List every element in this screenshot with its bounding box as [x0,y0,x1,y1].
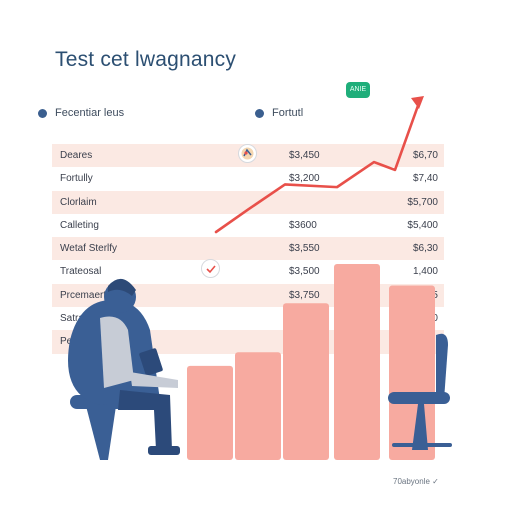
row-value-2: 1,400 [412,266,438,278]
row-value-1: $3,500 [289,266,320,278]
row-label: Satrality [60,313,97,325]
row-label: Prcemaerty [60,289,112,301]
row-label: Calleting [60,219,99,231]
row-label: Trateosal [60,266,102,278]
chair-seat-right-icon [388,392,450,404]
footer-text: 70abyonle [393,477,430,486]
table-row: Clorlaim $5,700 [52,190,444,214]
row-label: Fortully [60,173,93,185]
row-value-2: $5,400 [407,219,438,231]
table-row: Calleting $3600 $5,400 [52,214,444,237]
legend-label-1: Fecentiar leus [55,107,125,119]
avatar-chip-icon [238,144,257,163]
person-hair-icon [108,278,136,296]
person-shoe-icon [148,446,180,455]
chair-back-icon [436,333,448,400]
legend-item-1: Fecentiar leus [38,107,124,119]
row-label: Deares [60,150,93,161]
person-legs-icon [118,390,172,450]
row-value-1: $3,450 [289,150,320,161]
bar-2 [235,352,281,460]
legend-label-2: Fortutl [272,107,304,119]
trend-arrowhead-icon [411,96,424,109]
row-value-2: $6,30 [412,243,438,255]
bar-3 [283,303,329,460]
chart-title: Test cet lwagnancy [55,48,237,71]
check-chip-icon [201,259,220,278]
person-arm-icon [130,372,178,388]
table-row: Wetaf Sterlfy $3,550 $6,30 [52,237,444,261]
table-row: Trateosal $3,500 1,400 [52,260,444,283]
trend-line [214,98,422,234]
row-label: Wetaf Sterlfy [60,243,118,255]
legend-item-2: Fortutl [255,107,303,119]
row-value-1: $3600 [289,219,317,231]
bar-1 [187,365,233,460]
row-label: Clorlaim [60,196,97,208]
table-row: Fortully $3,200 $7,40 [52,167,444,190]
legend-dot-1 [38,108,47,118]
badge: ANIE [346,82,370,98]
row-value-2: $7,40 [412,173,438,185]
footer-mark-icon: ✓ [432,477,439,486]
row-value-1: $3,550 [289,243,320,255]
chair-leg-left-icon [86,406,116,460]
footer-credit: 70abyonle ✓ [393,477,439,486]
row-value-1: $3,750 [289,289,320,301]
row-value-2: $6,70 [412,150,438,161]
person-shirt-icon [100,316,134,388]
bar-5 [389,285,435,460]
bar-4 [334,264,380,460]
row-value-2: $5,700 [407,196,438,208]
chair-leg-right-icon [412,404,428,450]
phone-icon [139,348,163,376]
row-value-1: $3,200 [289,173,320,185]
legend-dot-2 [255,108,264,118]
